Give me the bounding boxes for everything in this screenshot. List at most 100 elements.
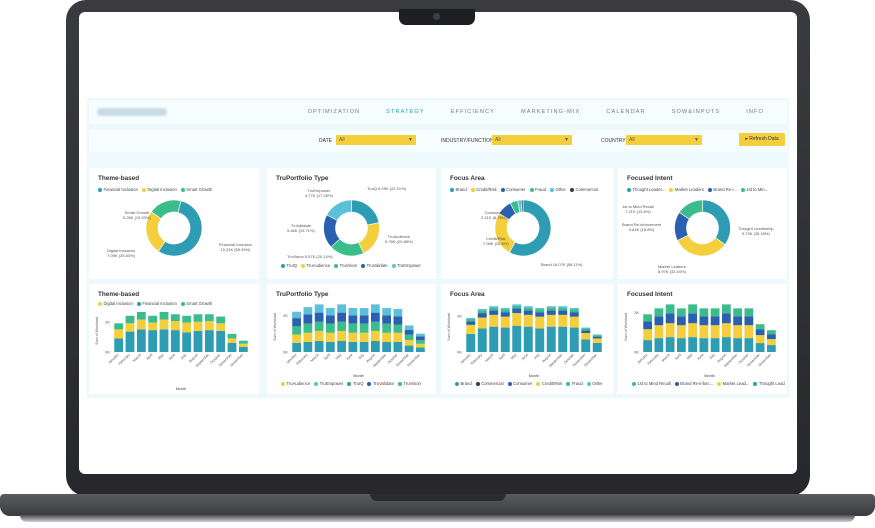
bar-segment[interactable] xyxy=(415,347,425,352)
bar-segment[interactable] xyxy=(159,312,169,320)
bar-segment[interactable] xyxy=(348,308,358,316)
bar-segment[interactable] xyxy=(466,319,476,322)
tab-efficiency[interactable]: EFFICIENCY xyxy=(450,109,495,115)
bar-segment[interactable] xyxy=(523,326,533,352)
legend-item[interactable]: TruEmpower xyxy=(391,263,421,268)
bar-segment[interactable] xyxy=(710,338,720,352)
bar-segment[interactable] xyxy=(325,323,335,333)
industry-filter-select[interactable]: All ▼ xyxy=(492,135,572,145)
tab-marketing-mix[interactable]: MARKETING-MIX xyxy=(520,109,581,115)
bar-segment[interactable] xyxy=(314,330,324,342)
bar-segment[interactable] xyxy=(159,319,169,330)
bar-segment[interactable] xyxy=(676,338,686,352)
legend-item[interactable]: TruVision xyxy=(334,263,357,268)
bar-segment[interactable] xyxy=(710,308,720,317)
legend-item[interactable]: Financial Inclusion xyxy=(136,301,177,306)
bar-segment[interactable] xyxy=(303,332,313,342)
donut-slice[interactable] xyxy=(326,199,352,221)
bar-segment[interactable] xyxy=(643,321,653,330)
bar-segment[interactable] xyxy=(170,321,180,331)
bar-segment[interactable] xyxy=(546,306,556,308)
tab-info[interactable]: INFO xyxy=(746,109,764,115)
bar-segment[interactable] xyxy=(581,339,591,352)
bar-segment[interactable] xyxy=(500,327,510,352)
bar-segment[interactable] xyxy=(415,336,425,341)
bar-segment[interactable] xyxy=(535,312,545,317)
bar-segment[interactable] xyxy=(348,323,358,333)
bar-segment[interactable] xyxy=(393,316,403,325)
bar-segment[interactable] xyxy=(558,314,568,327)
bar-segment[interactable] xyxy=(489,326,499,352)
bar-segment[interactable] xyxy=(337,330,347,342)
bar-segment[interactable] xyxy=(238,346,248,352)
bar-segment[interactable] xyxy=(688,323,698,338)
bar-segment[interactable] xyxy=(393,308,403,317)
bar-segment[interactable] xyxy=(370,312,380,322)
bar-segment[interactable] xyxy=(466,333,476,352)
bar-segment[interactable] xyxy=(292,326,302,335)
bar-segment[interactable] xyxy=(238,343,248,347)
bar-segment[interactable] xyxy=(314,321,324,331)
bar-segment[interactable] xyxy=(382,332,392,342)
bar-segment[interactable] xyxy=(699,308,709,317)
tab-calendar[interactable]: CALENDAR xyxy=(606,109,646,115)
bar-segment[interactable] xyxy=(733,316,743,326)
legend-item[interactable]: Credit/Risk xyxy=(470,187,497,192)
bar-segment[interactable] xyxy=(643,314,653,322)
bar-segment[interactable] xyxy=(512,308,522,314)
bar-segment[interactable] xyxy=(182,322,192,333)
bar-segment[interactable] xyxy=(569,309,579,313)
legend-item[interactable]: Brand xyxy=(455,381,472,386)
bar-segment[interactable] xyxy=(114,338,124,352)
bar-segment[interactable] xyxy=(477,313,487,318)
bar-segment[interactable] xyxy=(170,330,180,352)
bar-segment[interactable] xyxy=(744,338,754,352)
bar-segment[interactable] xyxy=(766,334,776,340)
bar-segment[interactable] xyxy=(592,338,602,343)
bar-segment[interactable] xyxy=(314,312,324,322)
tab-strategy[interactable]: STRATEGY xyxy=(386,109,425,115)
legend-item[interactable]: Commercial xyxy=(475,381,504,386)
bar-segment[interactable] xyxy=(535,308,545,310)
donut-slice[interactable] xyxy=(158,200,203,257)
bar-segment[interactable] xyxy=(114,323,124,330)
legend-item[interactable]: TruIQ xyxy=(347,381,363,386)
bar-segment[interactable] xyxy=(512,304,522,306)
bar-segment[interactable] xyxy=(676,316,686,326)
bar-segment[interactable] xyxy=(665,337,675,352)
bar-segment[interactable] xyxy=(393,332,403,342)
legend-item[interactable]: TruAudience xyxy=(281,381,310,386)
legend-item[interactable]: Credit/Risk xyxy=(536,381,562,386)
bar-segment[interactable] xyxy=(592,342,602,352)
bar-segment[interactable] xyxy=(766,339,776,346)
bar-segment[interactable] xyxy=(535,309,545,313)
bar-segment[interactable] xyxy=(303,307,313,315)
bar-segment[interactable] xyxy=(558,306,568,308)
bar-segment[interactable] xyxy=(710,325,720,339)
bar-segment[interactable] xyxy=(404,340,414,346)
legend-item[interactable]: TruIQ xyxy=(281,263,297,268)
bar-segment[interactable] xyxy=(292,311,302,319)
donut-slice[interactable] xyxy=(508,199,552,257)
bar-segment[interactable] xyxy=(477,328,487,352)
legend-item[interactable]: Digital Inclusion xyxy=(141,187,177,192)
date-filter-select[interactable]: All ▼ xyxy=(336,135,416,145)
bar-segment[interactable] xyxy=(643,329,653,341)
bar-segment[interactable] xyxy=(558,326,568,352)
bar-segment[interactable] xyxy=(512,313,522,326)
legend-item[interactable]: Smart Growth xyxy=(180,301,212,306)
bar-segment[interactable] xyxy=(325,332,335,342)
bar-segment[interactable] xyxy=(125,315,135,324)
bar-segment[interactable] xyxy=(699,325,709,339)
bar-segment[interactable] xyxy=(148,322,158,331)
bar-segment[interactable] xyxy=(348,332,358,342)
bar-segment[interactable] xyxy=(193,330,203,352)
bar-segment[interactable] xyxy=(489,310,499,315)
bar-segment[interactable] xyxy=(466,317,476,320)
bar-segment[interactable] xyxy=(721,313,731,324)
bar-segment[interactable] xyxy=(489,306,499,308)
bar-segment[interactable] xyxy=(182,332,192,352)
bar-segment[interactable] xyxy=(404,325,414,331)
legend-item[interactable]: Consumer xyxy=(500,187,526,192)
donut-slice[interactable] xyxy=(678,199,703,220)
